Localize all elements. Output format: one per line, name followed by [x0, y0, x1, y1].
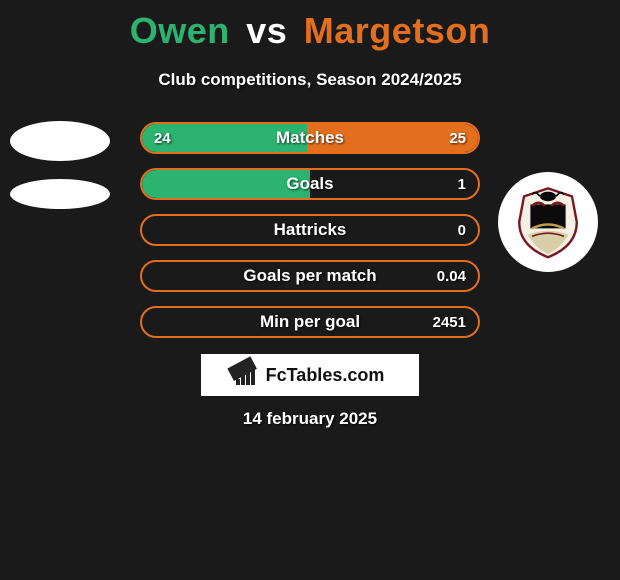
- club-crest-icon: [508, 182, 588, 262]
- page-title: Owen vs Margetson: [0, 0, 620, 52]
- bar-value-player2: 1: [458, 170, 466, 198]
- vs-text: vs: [246, 10, 287, 51]
- brand-badge[interactable]: FcTables.com: [201, 354, 419, 396]
- bar-label: Matches: [142, 124, 478, 152]
- player2-name: Margetson: [304, 10, 491, 51]
- avatar-placeholder-shape: [10, 179, 110, 209]
- bar-value-player2: 0.04: [437, 262, 466, 290]
- player2-avatar: [498, 172, 598, 272]
- stat-bar: Min per goal2451: [140, 306, 480, 338]
- bar-label: Goals: [142, 170, 478, 198]
- bar-label: Hattricks: [142, 216, 478, 244]
- footer-date: 14 february 2025: [0, 409, 620, 429]
- brand-chart-icon: [236, 365, 260, 385]
- root: Owen vs Margetson Club competitions, Sea…: [0, 0, 620, 580]
- subtitle: Club competitions, Season 2024/2025: [0, 70, 620, 90]
- player1-avatar: [10, 115, 110, 215]
- bar-value-player2: 25: [449, 124, 466, 152]
- bar-label: Goals per match: [142, 262, 478, 290]
- comparison-bars: 24Matches25 Goals1 Hattricks0 Goals per mat…: [140, 122, 480, 352]
- brand-text: FcTables.com: [266, 365, 385, 386]
- bar-value-player2: 0: [458, 216, 466, 244]
- avatar-placeholder-shape: [10, 121, 110, 161]
- stat-bar: Goals1: [140, 168, 480, 200]
- stat-bar: 24Matches25: [140, 122, 480, 154]
- player1-name: Owen: [130, 10, 230, 51]
- stat-bar: Goals per match0.04: [140, 260, 480, 292]
- bar-value-player2: 2451: [433, 308, 466, 336]
- bar-label: Min per goal: [142, 308, 478, 336]
- stat-bar: Hattricks0: [140, 214, 480, 246]
